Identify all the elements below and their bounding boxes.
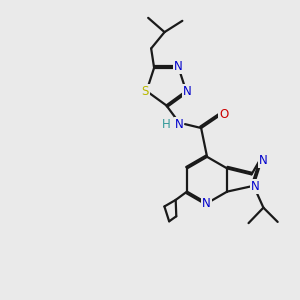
Text: H: H xyxy=(162,118,171,130)
Text: N: N xyxy=(251,180,260,193)
Text: S: S xyxy=(141,85,149,98)
Text: N: N xyxy=(175,118,184,130)
Text: O: O xyxy=(219,108,229,122)
Text: N: N xyxy=(202,197,211,210)
Text: N: N xyxy=(259,154,268,166)
Text: N: N xyxy=(183,85,192,98)
Text: N: N xyxy=(174,60,183,74)
